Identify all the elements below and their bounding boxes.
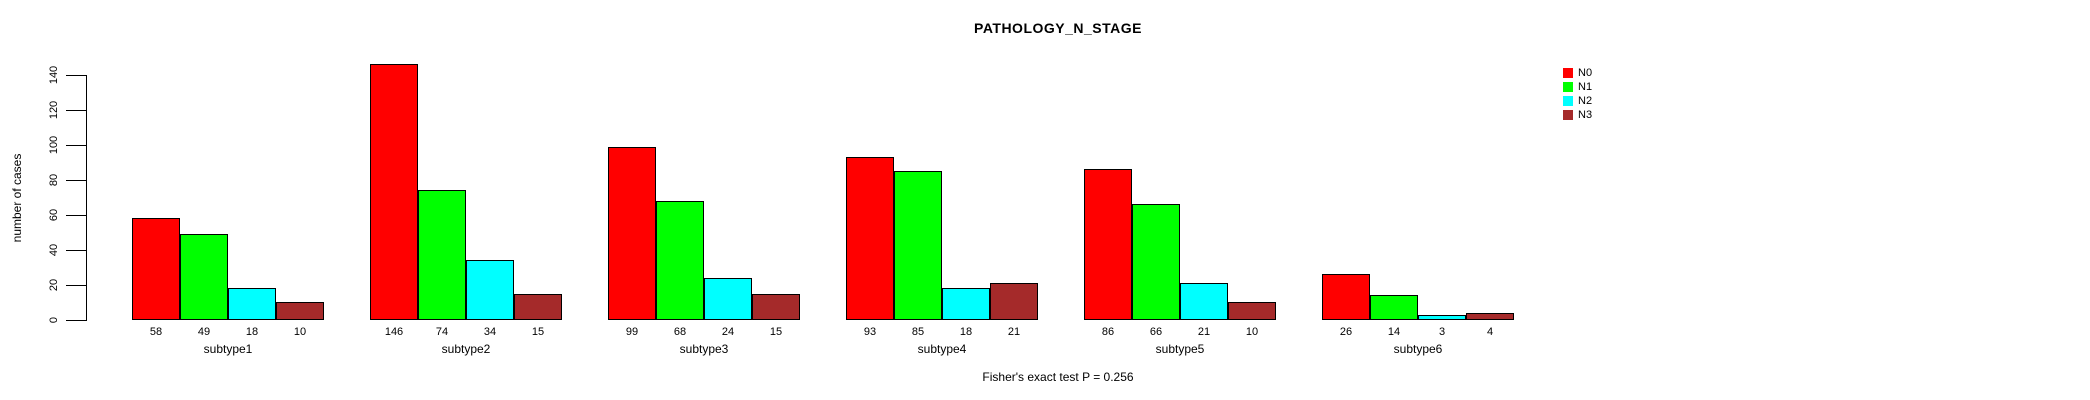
category-label-subtype5: subtype5 xyxy=(1155,342,1205,356)
bar-n1-subtype5 xyxy=(1132,204,1180,320)
bar-n3-subtype1 xyxy=(276,302,324,320)
bar-value-label: 21 xyxy=(1007,326,1021,338)
legend-label: N3 xyxy=(1578,108,1593,121)
legend-item-n1: N1 xyxy=(1563,80,1592,94)
bar-value-label: 86 xyxy=(1101,326,1115,338)
bar-n1-subtype6 xyxy=(1370,295,1418,320)
legend-label: N0 xyxy=(1578,66,1593,79)
bar-value-label: 18 xyxy=(245,326,259,338)
category-label-subtype6: subtype6 xyxy=(1393,342,1443,356)
y-axis-tick xyxy=(66,110,86,111)
bar-value-label: 146 xyxy=(384,326,404,338)
bar-n2-subtype6 xyxy=(1418,315,1466,320)
legend: N0 N1 N2 N3 xyxy=(1563,66,1592,122)
bar-n0-subtype3 xyxy=(608,147,656,320)
bar-value-label: 4 xyxy=(1486,326,1494,338)
bar-value-label: 3 xyxy=(1438,326,1446,338)
y-axis-tick-label: 140 xyxy=(48,65,60,85)
bar-value-label: 15 xyxy=(531,326,545,338)
bar-n1-subtype3 xyxy=(656,201,704,320)
y-axis-tick xyxy=(66,215,86,216)
bar-n1-subtype4 xyxy=(894,171,942,320)
bar-value-label: 18 xyxy=(959,326,973,338)
category-label-subtype4: subtype4 xyxy=(917,342,967,356)
legend-swatch-n0 xyxy=(1563,68,1573,78)
y-axis-tick-label: 20 xyxy=(48,278,60,292)
legend-swatch-n3 xyxy=(1563,110,1573,120)
bar-value-label: 99 xyxy=(625,326,639,338)
bar-n0-subtype4 xyxy=(846,157,894,320)
bar-value-label: 49 xyxy=(197,326,211,338)
bar-n0-subtype6 xyxy=(1322,274,1370,320)
bar-n0-subtype2 xyxy=(370,64,418,320)
bar-value-label: 58 xyxy=(149,326,163,338)
y-axis-tick-label: 80 xyxy=(48,173,60,187)
bar-n1-subtype1 xyxy=(180,234,228,320)
legend-swatch-n1 xyxy=(1563,82,1573,92)
y-axis-tick xyxy=(66,180,86,181)
y-axis-tick-label: 100 xyxy=(48,135,60,155)
bar-value-label: 93 xyxy=(863,326,877,338)
y-axis-tick xyxy=(66,75,86,76)
bar-n2-subtype4 xyxy=(942,288,990,320)
bar-value-label: 68 xyxy=(673,326,687,338)
bar-value-label: 85 xyxy=(911,326,925,338)
bar-value-label: 10 xyxy=(293,326,307,338)
bar-n0-subtype1 xyxy=(132,218,180,320)
bar-value-label: 10 xyxy=(1245,326,1259,338)
bar-n2-subtype3 xyxy=(704,278,752,320)
fisher-test-annotation: Fisher's exact test P = 0.256 xyxy=(982,370,1134,384)
bar-n3-subtype3 xyxy=(752,294,800,320)
bar-value-label: 21 xyxy=(1197,326,1211,338)
bar-n3-subtype2 xyxy=(514,294,562,320)
category-label-subtype1: subtype1 xyxy=(203,342,253,356)
category-label-subtype3: subtype3 xyxy=(679,342,729,356)
legend-item-n3: N3 xyxy=(1563,108,1592,122)
bar-n3-subtype5 xyxy=(1228,302,1276,320)
y-axis-line xyxy=(86,75,87,321)
y-axis-tick xyxy=(66,285,86,286)
legend-item-n2: N2 xyxy=(1563,94,1592,108)
bar-value-label: 15 xyxy=(769,326,783,338)
bar-n2-subtype5 xyxy=(1180,283,1228,320)
y-axis-tick-label: 120 xyxy=(48,100,60,120)
bar-n1-subtype2 xyxy=(418,190,466,320)
legend-label: N1 xyxy=(1578,80,1593,93)
y-axis-tick-label: 60 xyxy=(48,208,60,222)
bar-value-label: 66 xyxy=(1149,326,1163,338)
legend-swatch-n2 xyxy=(1563,96,1573,106)
chart-title: PATHOLOGY_N_STAGE xyxy=(974,20,1142,36)
bar-n0-subtype5 xyxy=(1084,169,1132,320)
bar-n2-subtype1 xyxy=(228,288,276,320)
y-axis-tick-label: 40 xyxy=(48,243,60,257)
bar-value-label: 24 xyxy=(721,326,735,338)
bar-value-label: 34 xyxy=(483,326,497,338)
legend-label: N2 xyxy=(1578,94,1593,107)
legend-item-n0: N0 xyxy=(1563,66,1592,80)
y-axis-tick xyxy=(66,250,86,251)
y-axis-tick xyxy=(66,320,86,321)
bar-value-label: 26 xyxy=(1339,326,1353,338)
bar-value-label: 14 xyxy=(1387,326,1401,338)
bar-value-label: 74 xyxy=(435,326,449,338)
category-label-subtype2: subtype2 xyxy=(441,342,491,356)
bar-n2-subtype2 xyxy=(466,260,514,320)
bar-n3-subtype6 xyxy=(1466,313,1514,320)
bar-n3-subtype4 xyxy=(990,283,1038,320)
y-axis-tick-label: 0 xyxy=(48,316,60,324)
y-axis-title: number of cases xyxy=(10,153,24,243)
y-axis-tick xyxy=(66,145,86,146)
